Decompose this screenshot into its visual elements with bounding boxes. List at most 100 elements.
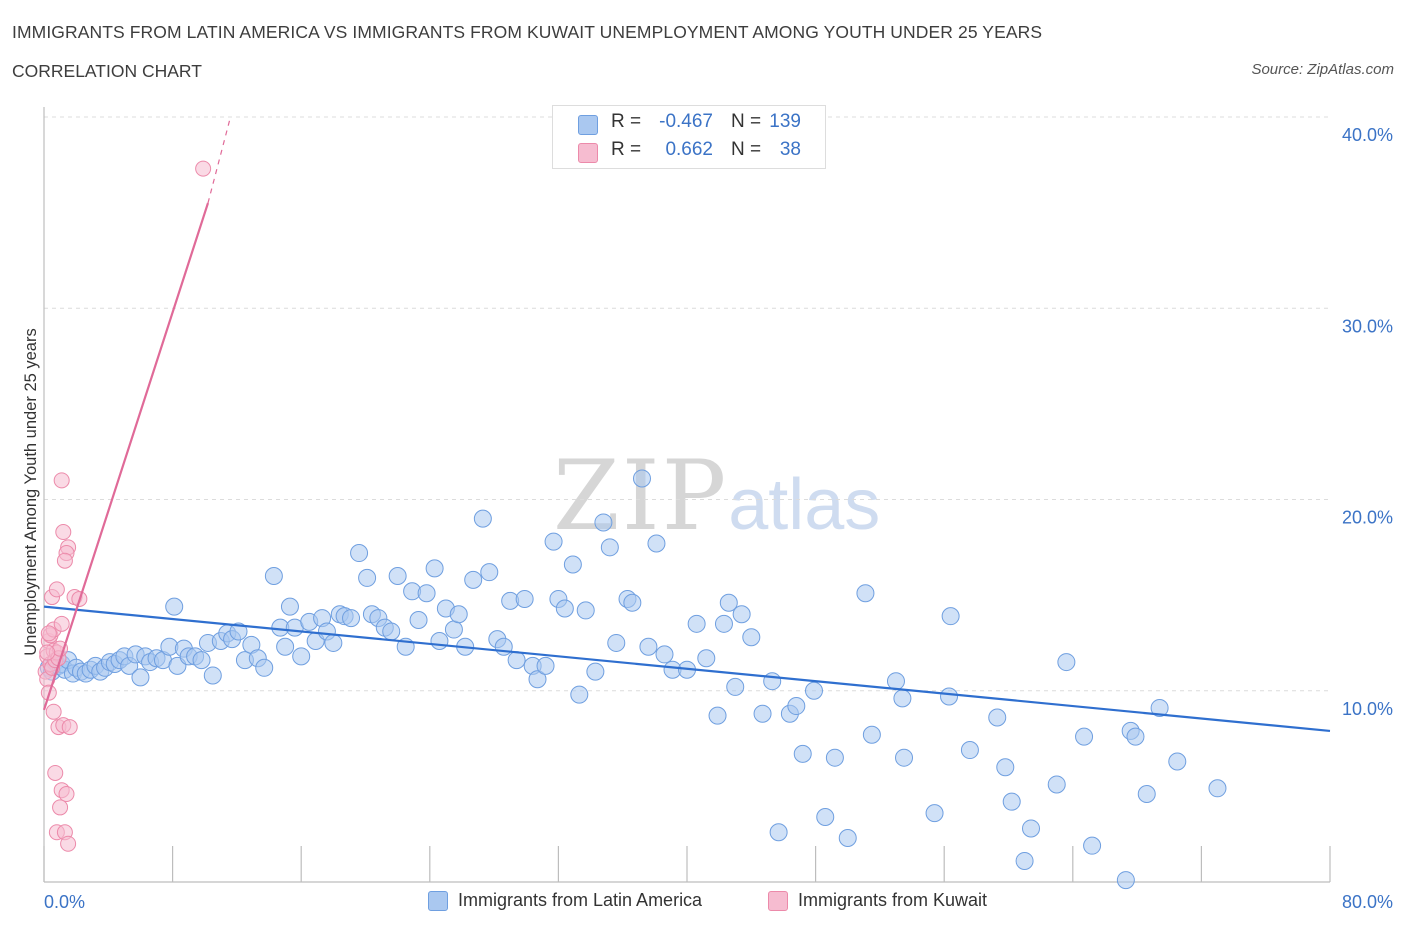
data-point-kuwait	[56, 552, 73, 569]
data-point-latin-america	[793, 744, 812, 763]
trend-lines	[42, 116, 1331, 733]
data-point-latin-america	[473, 509, 492, 528]
data-point-latin-america	[732, 605, 751, 624]
data-point-latin-america	[856, 584, 875, 603]
data-point-latin-america	[570, 685, 589, 704]
correlation-legend: R = -0.467 N = 139 R = 0.662 N = 38	[552, 105, 826, 169]
data-point-latin-america	[726, 677, 745, 696]
data-point-latin-america	[1083, 836, 1102, 855]
legend-r-label: R =	[611, 111, 642, 132]
data-point-latin-america	[600, 538, 619, 557]
data-point-latin-america	[607, 633, 626, 652]
data-point-latin-america	[960, 741, 979, 760]
data-point-latin-america	[647, 534, 666, 553]
x-tick-label: 0.0%	[44, 892, 85, 912]
data-point-kuwait	[48, 581, 65, 598]
tick-labels: 10.0% 20.0% 30.0% 40.0% 0.0% 80.0%	[44, 125, 1393, 912]
data-point-latin-america	[342, 609, 361, 628]
data-point-latin-america	[586, 662, 605, 681]
data-point-latin-america	[1126, 727, 1145, 746]
data-point-latin-america	[409, 610, 428, 629]
data-point-latin-america	[480, 563, 499, 582]
legend-swatch-pink	[768, 891, 788, 911]
data-point-latin-america	[1116, 871, 1135, 890]
data-point-latin-america	[536, 656, 555, 675]
data-point-kuwait	[53, 472, 70, 489]
data-point-latin-america	[1075, 727, 1094, 746]
watermark: ZIPatlas	[553, 440, 880, 552]
data-point-kuwait	[39, 644, 56, 661]
data-point-latin-america	[719, 593, 738, 612]
data-point-latin-america	[886, 672, 905, 691]
data-point-latin-america	[563, 555, 582, 574]
data-point-latin-america	[763, 672, 782, 691]
data-point-latin-america	[623, 593, 642, 612]
y-tick-label: 10.0%	[1342, 699, 1393, 719]
y-tick-label: 40.0%	[1342, 125, 1393, 145]
data-point-kuwait	[60, 835, 77, 852]
data-point-latin-america	[382, 622, 401, 641]
data-point-kuwait	[55, 524, 72, 541]
data-point-latin-america	[632, 469, 651, 488]
series-latin-america-points	[39, 469, 1227, 890]
data-point-kuwait	[47, 764, 64, 781]
data-point-latin-america	[787, 697, 806, 716]
data-point-latin-america	[515, 589, 534, 608]
legend-n-value: 139	[769, 111, 801, 132]
data-point-latin-america	[1015, 851, 1034, 870]
data-point-latin-america	[697, 649, 716, 668]
legend-swatch-blue	[578, 115, 598, 135]
x-tick-label: 80.0%	[1342, 892, 1393, 912]
data-point-latin-america	[544, 532, 563, 551]
data-point-latin-america	[639, 637, 658, 656]
trend-line-latin-america	[43, 605, 1331, 733]
data-point-latin-america	[507, 651, 526, 670]
chart-subtitle: CORRELATION CHART	[12, 61, 202, 81]
chart-title: IMMIGRANTS FROM LATIN AMERICA VS IMMIGRA…	[12, 22, 1043, 42]
data-point-latin-america	[292, 647, 311, 666]
data-point-latin-america	[388, 567, 407, 585]
data-point-latin-america	[1168, 752, 1187, 771]
data-point-kuwait	[61, 719, 78, 736]
legend-swatch-pink	[578, 143, 598, 163]
legend-item-kuwait: Immigrants from Kuwait	[768, 890, 987, 911]
legend-r-value: -0.467	[659, 111, 713, 132]
data-point-latin-america	[708, 706, 727, 725]
data-point-latin-america	[825, 748, 844, 767]
series-kuwait-points	[37, 160, 212, 852]
legend-item-label: Immigrants from Latin America	[458, 890, 703, 910]
data-point-latin-america	[804, 681, 823, 700]
data-point-latin-america	[264, 567, 283, 585]
data-point-latin-america	[1150, 698, 1169, 717]
data-point-latin-america	[940, 687, 959, 706]
data-point-latin-america	[203, 666, 222, 685]
data-point-latin-america	[1047, 775, 1066, 794]
data-point-latin-america	[1137, 785, 1156, 804]
data-point-latin-america	[528, 670, 547, 689]
data-point-latin-america	[594, 513, 613, 532]
legend-item-latin-america: Immigrants from Latin America	[428, 890, 702, 911]
data-point-latin-america	[996, 758, 1015, 777]
data-point-latin-america	[192, 651, 211, 670]
data-point-latin-america	[324, 633, 343, 652]
data-point-latin-america	[358, 568, 377, 587]
watermark-zip: ZIP	[553, 440, 729, 552]
legend-item-label: Immigrants from Kuwait	[798, 890, 988, 910]
data-point-latin-america	[769, 823, 788, 842]
data-point-latin-america	[350, 544, 369, 563]
series-legend: Immigrants from Latin America Immigrants…	[0, 890, 1406, 916]
legend-row-kuwait: R = 0.662 N = 38	[553, 139, 825, 167]
grid-lines	[44, 116, 1330, 692]
data-point-latin-america	[753, 704, 772, 723]
data-point-latin-america	[276, 637, 295, 656]
y-tick-label: 30.0%	[1342, 316, 1393, 336]
data-point-latin-america	[425, 559, 444, 578]
legend-r-label: R =	[611, 139, 642, 160]
axes	[43, 107, 1331, 883]
data-point-kuwait	[52, 799, 69, 816]
data-point-kuwait	[40, 625, 57, 642]
source-label: Source: ZipAtlas.com	[1251, 61, 1394, 78]
data-point-latin-america	[255, 658, 274, 677]
legend-n-label: N =	[731, 139, 762, 160]
